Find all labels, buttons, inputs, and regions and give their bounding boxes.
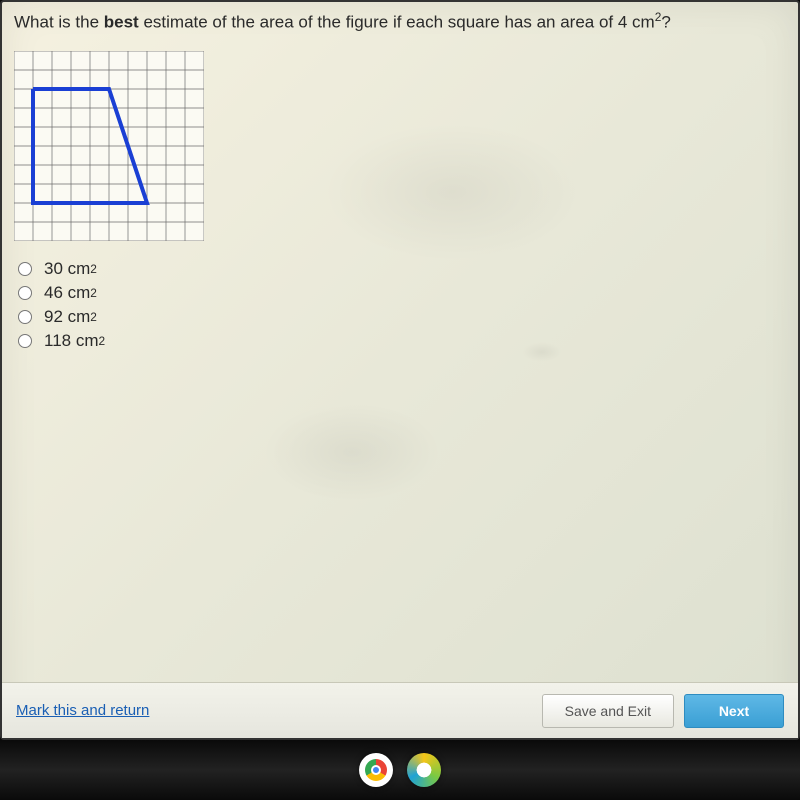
question-text: What is the best estimate of the area of… bbox=[2, 2, 798, 47]
next-button[interactable]: Next bbox=[684, 694, 784, 728]
answer-options: 30 cm246 cm292 cm2118 cm2 bbox=[18, 259, 798, 351]
footer-bar: Mark this and return Save and Exit Next bbox=[2, 682, 798, 738]
figure-grid bbox=[14, 51, 204, 241]
q-pre: What is the bbox=[14, 13, 104, 32]
option-exp: 2 bbox=[90, 286, 97, 300]
screen-smudge bbox=[262, 402, 442, 502]
q-bold: best bbox=[104, 13, 139, 32]
radio-icon[interactable] bbox=[18, 334, 32, 348]
screen-smudge bbox=[322, 122, 582, 262]
chrome-icon[interactable] bbox=[359, 753, 393, 787]
mark-return-link[interactable]: Mark this and return bbox=[16, 702, 149, 719]
option-exp: 2 bbox=[90, 310, 97, 324]
option-label: 46 cm bbox=[44, 283, 90, 303]
option-label: 118 cm bbox=[44, 331, 99, 351]
save-exit-button[interactable]: Save and Exit bbox=[542, 694, 674, 728]
option-exp: 2 bbox=[99, 334, 106, 348]
laptop-bezel bbox=[0, 740, 800, 800]
option-label: 92 cm bbox=[44, 307, 90, 327]
answer-option[interactable]: 92 cm2 bbox=[18, 307, 798, 327]
grid-svg bbox=[14, 51, 204, 241]
option-exp: 2 bbox=[90, 262, 97, 276]
quiz-screen: What is the best estimate of the area of… bbox=[0, 0, 800, 740]
radio-icon[interactable] bbox=[18, 310, 32, 324]
answer-option[interactable]: 30 cm2 bbox=[18, 259, 798, 279]
answer-option[interactable]: 118 cm2 bbox=[18, 331, 798, 351]
option-label: 30 cm bbox=[44, 259, 90, 279]
radio-icon[interactable] bbox=[18, 262, 32, 276]
q-tail: ? bbox=[661, 13, 670, 32]
app-icon[interactable] bbox=[407, 753, 441, 787]
next-label: Next bbox=[719, 703, 749, 719]
answer-option[interactable]: 46 cm2 bbox=[18, 283, 798, 303]
radio-icon[interactable] bbox=[18, 286, 32, 300]
q-post: estimate of the area of the figure if ea… bbox=[139, 13, 655, 32]
save-exit-label: Save and Exit bbox=[565, 703, 651, 719]
